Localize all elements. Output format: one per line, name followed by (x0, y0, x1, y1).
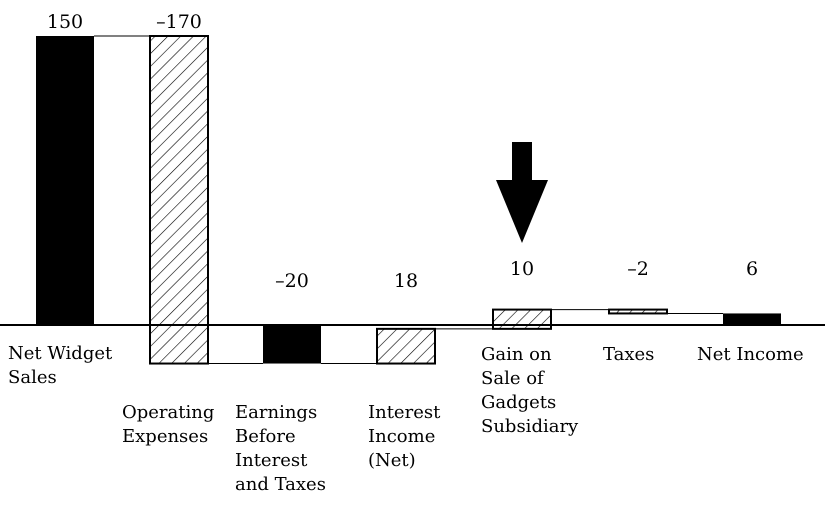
category-labels: Net Widget Sales Operating Expenses Earnings… (8, 343, 804, 495)
bars-group (36, 35, 781, 365)
category-label-2-line-0: Earnings (235, 402, 317, 423)
value-label-1: –170 (156, 11, 202, 33)
category-label-4-line-2: Gadgets (481, 392, 556, 413)
category-label-1-line-1: Expenses (122, 426, 208, 447)
highlight-arrow (496, 142, 548, 243)
category-label-4-line-1: Sale of (481, 368, 545, 389)
connector-lines (94, 35, 723, 365)
value-label-6: 6 (746, 258, 758, 280)
bar-1 (149, 35, 209, 365)
bar-5 (608, 308, 668, 315)
value-label-2: –20 (275, 270, 309, 292)
category-label-2-line-1: Before (235, 426, 296, 447)
category-label-2-line-2: Interest (235, 450, 308, 471)
category-label-4-line-0: Gain on (481, 344, 552, 365)
bar-0 (36, 36, 94, 325)
category-label-1-line-0: Operating (122, 402, 214, 423)
value-label-0: 150 (47, 11, 83, 33)
category-label-3-line-2: (Net) (368, 450, 416, 471)
down-arrow-icon (496, 142, 548, 243)
value-label-5: –2 (627, 258, 649, 280)
category-label-6-line-0: Net Income (697, 344, 804, 365)
category-label-4-line-3: Subsidiary (481, 416, 579, 437)
category-label-3-line-1: Income (368, 426, 435, 447)
category-label-0-line-0: Net Widget (8, 343, 113, 364)
bar-2 (263, 325, 321, 364)
value-label-4: 10 (510, 258, 534, 280)
category-label-0-line-1: Sales (8, 367, 57, 388)
value-labels: 150 –170 –20 18 10 –2 6 (47, 11, 758, 292)
bar-6 (723, 313, 781, 325)
value-label-3: 18 (394, 270, 418, 292)
bar-3 (376, 327, 436, 365)
category-label-3-line-0: Interest (368, 402, 441, 423)
category-label-5-line-0: Taxes (603, 344, 654, 365)
category-label-2-line-3: and Taxes (235, 474, 326, 495)
